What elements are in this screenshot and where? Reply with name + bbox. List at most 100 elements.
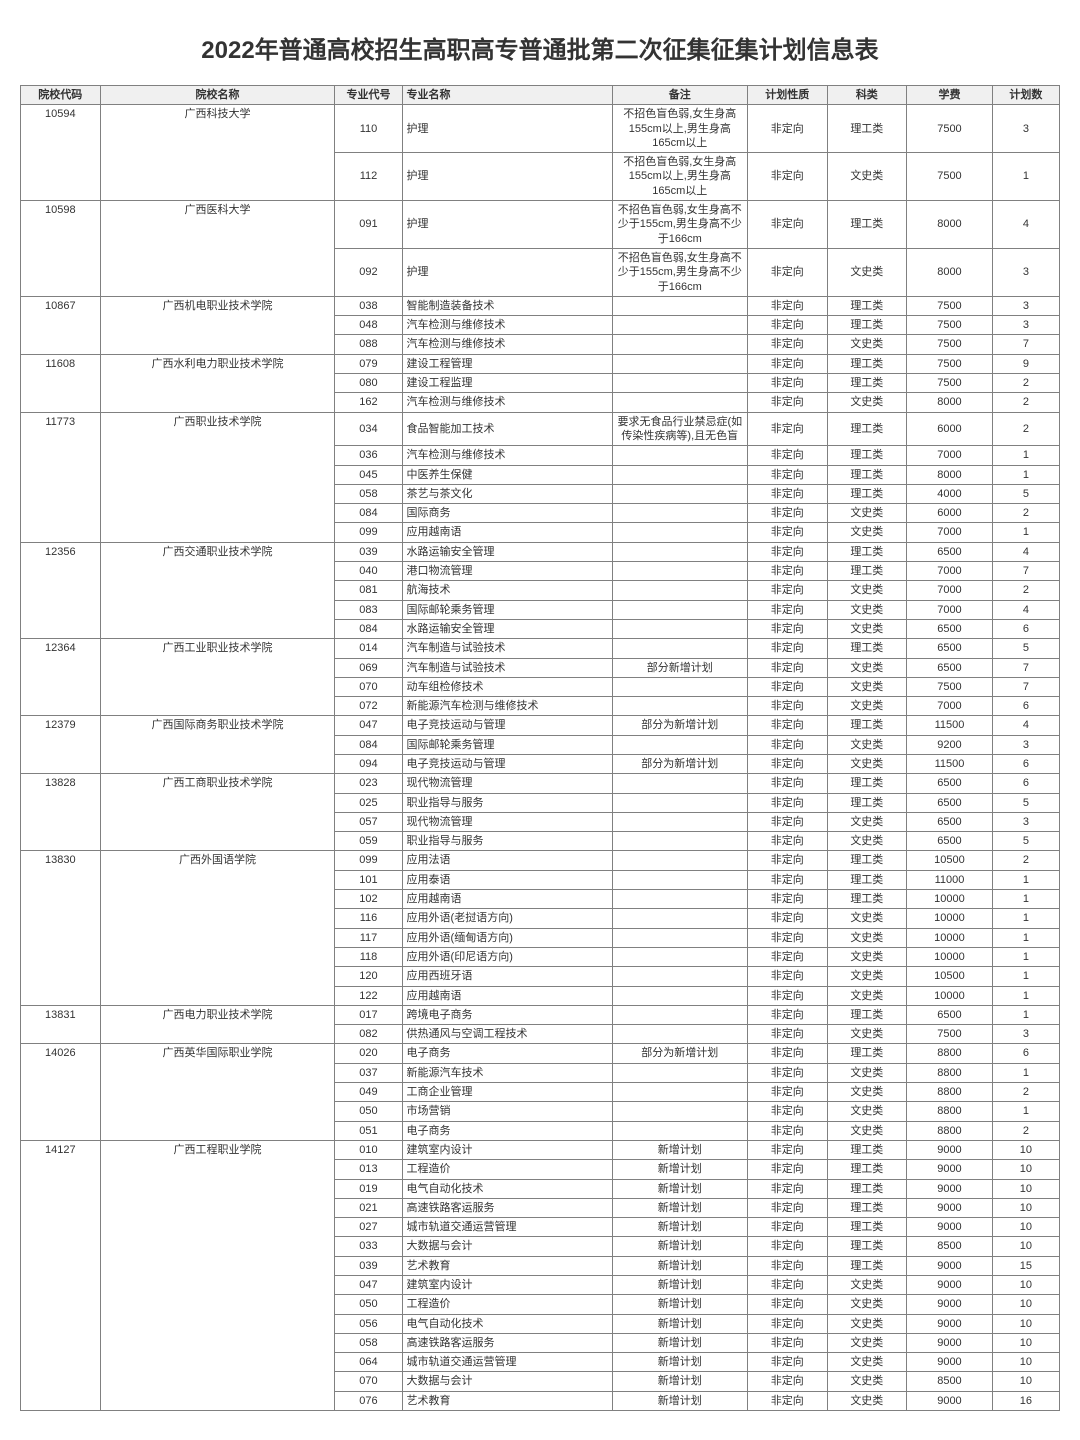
note-cell (612, 354, 747, 373)
major-code-cell: 040 (335, 562, 402, 581)
major-name-cell: 新能源汽车技术 (402, 1063, 612, 1082)
category-cell: 理工类 (827, 412, 907, 446)
category-cell: 理工类 (827, 201, 907, 249)
fee-cell: 10000 (907, 947, 993, 966)
note-cell: 不招色盲色弱,女生身高不少于155cm,男生身高不少于166cm (612, 248, 747, 296)
fee-cell: 6000 (907, 504, 993, 523)
category-cell: 理工类 (827, 716, 907, 735)
count-cell: 1 (992, 1063, 1059, 1082)
major-name-cell: 电气自动化技术 (402, 1179, 612, 1198)
category-cell: 文史类 (827, 600, 907, 619)
plan-type-cell: 非定向 (748, 1005, 828, 1024)
fee-cell: 7000 (907, 697, 993, 716)
plan-type-cell: 非定向 (748, 697, 828, 716)
major-name-cell: 中医养生保健 (402, 465, 612, 484)
table-row: 10598广西医科大学091护理不招色盲色弱,女生身高不少于155cm,男生身高… (21, 201, 1060, 249)
major-code-cell: 027 (335, 1218, 402, 1237)
fee-cell: 8000 (907, 248, 993, 296)
fee-cell: 6500 (907, 774, 993, 793)
plan-type-cell: 非定向 (748, 793, 828, 812)
plan-type-cell: 非定向 (748, 1372, 828, 1391)
major-name-cell: 职业指导与服务 (402, 832, 612, 851)
fee-cell: 10500 (907, 851, 993, 870)
note-cell: 新增计划 (612, 1276, 747, 1295)
plan-type-cell: 非定向 (748, 105, 828, 153)
major-code-cell: 070 (335, 1372, 402, 1391)
fee-cell: 6500 (907, 812, 993, 831)
category-cell: 文史类 (827, 986, 907, 1005)
plan-type-cell: 非定向 (748, 1218, 828, 1237)
count-cell: 10 (992, 1295, 1059, 1314)
note-cell: 新增计划 (612, 1179, 747, 1198)
fee-cell: 8800 (907, 1083, 993, 1102)
major-name-cell: 工商企业管理 (402, 1083, 612, 1102)
count-cell: 1 (992, 986, 1059, 1005)
plan-type-cell: 非定向 (748, 248, 828, 296)
major-code-cell: 117 (335, 928, 402, 947)
note-cell (612, 335, 747, 354)
plan-type-cell: 非定向 (748, 1025, 828, 1044)
note-cell: 部分为新增计划 (612, 754, 747, 773)
note-cell (612, 465, 747, 484)
major-name-cell: 水路运输安全管理 (402, 542, 612, 561)
plan-type-cell: 非定向 (748, 1391, 828, 1410)
major-name-cell: 电子商务 (402, 1044, 612, 1063)
plan-type-cell: 非定向 (748, 1333, 828, 1352)
table-header-cell: 计划性质 (748, 86, 828, 105)
plan-type-cell: 非定向 (748, 562, 828, 581)
plan-type-cell: 非定向 (748, 812, 828, 831)
plan-type-cell: 非定向 (748, 754, 828, 773)
plan-type-cell: 非定向 (748, 1140, 828, 1159)
plan-type-cell: 非定向 (748, 393, 828, 412)
major-name-cell: 建设工程管理 (402, 354, 612, 373)
count-cell: 10 (992, 1179, 1059, 1198)
major-code-cell: 070 (335, 677, 402, 696)
table-header-cell: 计划数 (992, 86, 1059, 105)
major-code-cell: 056 (335, 1314, 402, 1333)
category-cell: 理工类 (827, 1218, 907, 1237)
count-cell: 3 (992, 316, 1059, 335)
category-cell: 理工类 (827, 296, 907, 315)
note-cell (612, 1102, 747, 1121)
major-name-cell: 护理 (402, 105, 612, 153)
table-row: 13831广西电力职业技术学院017跨境电子商务非定向理工类65001 (21, 1005, 1060, 1024)
major-code-cell: 082 (335, 1025, 402, 1044)
note-cell: 部分为新增计划 (612, 1044, 747, 1063)
count-cell: 3 (992, 248, 1059, 296)
plan-type-cell: 非定向 (748, 153, 828, 201)
school-code-cell: 10594 (21, 105, 101, 201)
major-name-cell: 应用西班牙语 (402, 967, 612, 986)
fee-cell: 7500 (907, 316, 993, 335)
plan-type-cell: 非定向 (748, 619, 828, 638)
count-cell: 1 (992, 523, 1059, 542)
fee-cell: 7500 (907, 335, 993, 354)
major-code-cell: 013 (335, 1160, 402, 1179)
count-cell: 10 (992, 1372, 1059, 1391)
school-name-cell: 广西水利电力职业技术学院 (100, 354, 335, 412)
note-cell (612, 909, 747, 928)
plan-type-cell: 非定向 (748, 832, 828, 851)
plan-type-cell: 非定向 (748, 1237, 828, 1256)
plan-type-cell: 非定向 (748, 774, 828, 793)
count-cell: 4 (992, 542, 1059, 561)
plan-type-cell: 非定向 (748, 716, 828, 735)
category-cell: 文史类 (827, 754, 907, 773)
category-cell: 文史类 (827, 153, 907, 201)
major-name-cell: 应用越南语 (402, 986, 612, 1005)
school-code-cell: 12379 (21, 716, 101, 774)
fee-cell: 6500 (907, 542, 993, 561)
category-cell: 文史类 (827, 658, 907, 677)
major-name-cell: 职业指导与服务 (402, 793, 612, 812)
major-code-cell: 014 (335, 639, 402, 658)
note-cell: 新增计划 (612, 1218, 747, 1237)
count-cell: 7 (992, 677, 1059, 696)
major-name-cell: 国际邮轮乘务管理 (402, 600, 612, 619)
category-cell: 文史类 (827, 1102, 907, 1121)
category-cell: 文史类 (827, 248, 907, 296)
note-cell (612, 947, 747, 966)
count-cell: 1 (992, 1005, 1059, 1024)
major-name-cell: 建筑室内设计 (402, 1276, 612, 1295)
fee-cell: 7000 (907, 581, 993, 600)
plan-type-cell: 非定向 (748, 1083, 828, 1102)
school-code-cell: 13828 (21, 774, 101, 851)
